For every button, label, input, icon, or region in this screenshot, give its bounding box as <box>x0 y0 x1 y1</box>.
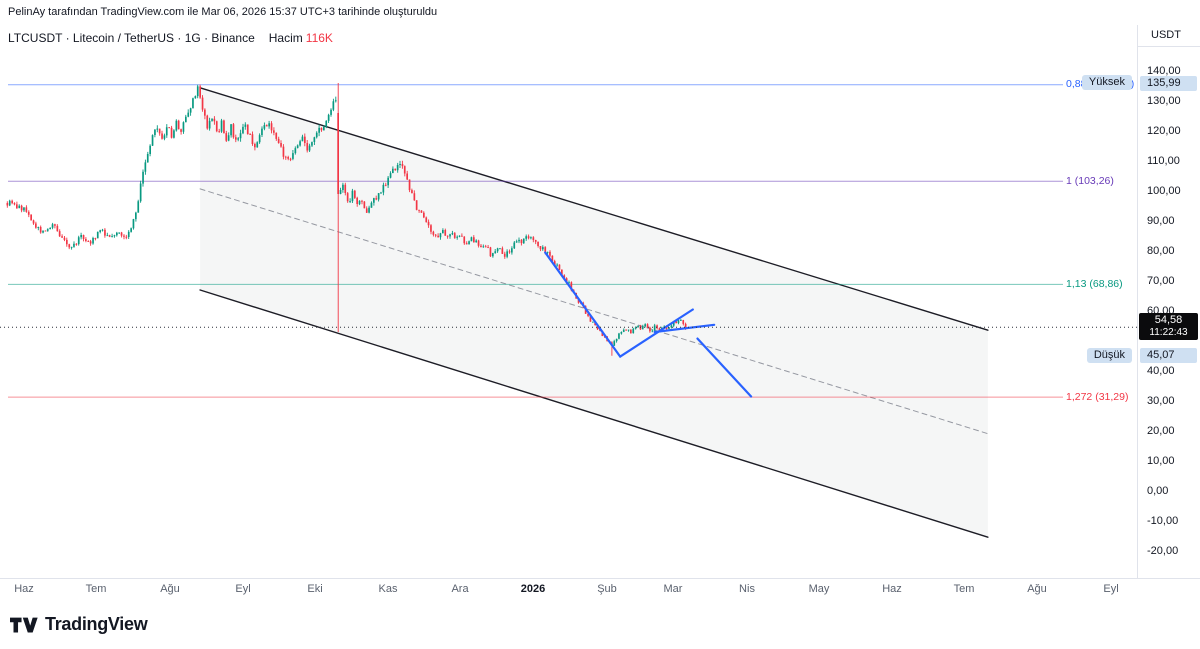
symbol-title[interactable]: LTCUSDT · Litecoin / TetherUS · 1G · Bin… <box>8 31 255 45</box>
fib-level-label: 1,272 (31,29) <box>1066 390 1129 403</box>
fib-level-label: 1,13 (68,86) <box>1066 277 1123 290</box>
price-tick: 90,00 <box>1147 215 1175 227</box>
fib-level-label: 1 (103,26) <box>1066 174 1114 187</box>
time-tick-haz: Haz <box>882 583 902 595</box>
price-tick: 70,00 <box>1147 275 1175 287</box>
price-axis[interactable]: USDT 140,00 130,00 120,00 110,00 100,00 90,00… <box>1137 25 1200 578</box>
low-value-chip: 45,07 <box>1140 348 1197 364</box>
bar-close-countdown: 11:22:43 <box>1149 327 1188 339</box>
time-tick-eki: Eki <box>307 583 323 595</box>
time-tick-tem: Tem <box>953 583 975 595</box>
price-tick: 110,00 <box>1147 155 1180 167</box>
footer-bar: TradingView <box>0 600 1200 649</box>
candlestick-chart[interactable] <box>0 25 1137 578</box>
last-price-value: 54,58 <box>1154 314 1183 327</box>
price-tick: 80,00 <box>1147 245 1175 257</box>
chart-area: LTCUSDT · Litecoin / TetherUS · 1G · Bin… <box>0 25 1200 601</box>
price-tick: 130,00 <box>1147 95 1181 107</box>
time-tick-2026: 2026 <box>520 583 546 595</box>
symbol-legend[interactable]: LTCUSDT · Litecoin / TetherUS · 1G · Bin… <box>8 31 333 45</box>
currency-label[interactable]: USDT <box>1138 25 1200 47</box>
last-price-badge: 54,58 11:22:43 <box>1139 313 1198 341</box>
time-tick-haz: Haz <box>14 583 34 595</box>
attribution-text: PelinAy tarafından TradingView.com ile M… <box>8 6 438 18</box>
time-tick-may: May <box>808 583 830 595</box>
price-tick: 30,00 <box>1147 395 1175 407</box>
time-tick-şub: Şub <box>597 583 617 595</box>
time-tick-tem: Tem <box>85 583 107 595</box>
time-axis[interactable]: Haz Tem Ağu Eyl Eki Kas Ara 2026 Şub Mar Nis May Haz… <box>0 578 1200 601</box>
time-tick-eyl: Eyl <box>235 583 251 595</box>
volume-label: Hacim <box>268 31 303 45</box>
time-tick-nis: Nis <box>739 583 755 595</box>
tradingview-logo-icon <box>10 617 38 632</box>
price-tick: 120,00 <box>1147 125 1181 137</box>
time-tick-mar: Mar <box>663 583 683 595</box>
price-tick: 20,00 <box>1147 425 1175 437</box>
time-tick-ara: Ara <box>451 583 469 595</box>
low-label-badge: Düşük <box>1086 347 1132 363</box>
tradingview-logo-text: TradingView <box>45 614 148 634</box>
time-tick-ağu: Ağu <box>160 583 180 595</box>
price-tick: 0,00 <box>1147 485 1169 497</box>
price-tick: 100,00 <box>1147 185 1181 197</box>
price-tick: 140,00 <box>1147 65 1181 77</box>
time-tick-ağu: Ağu <box>1027 583 1047 595</box>
high-label-badge: Yüksek <box>1081 75 1132 91</box>
high-value-chip: 135,99 <box>1140 75 1197 91</box>
price-tick: -20,00 <box>1147 545 1179 557</box>
price-tick: -10,00 <box>1147 515 1179 527</box>
volume-value: 116K <box>305 31 333 45</box>
price-tick: 40,00 <box>1147 365 1175 377</box>
price-pane[interactable]: LTCUSDT · Litecoin / TetherUS · 1G · Bin… <box>0 25 1137 578</box>
tradingview-logo[interactable]: TradingView <box>10 614 148 635</box>
time-tick-kas: Kas <box>378 583 398 595</box>
time-tick-eyl: Eyl <box>1103 583 1119 595</box>
price-tick: 10,00 <box>1147 455 1175 467</box>
